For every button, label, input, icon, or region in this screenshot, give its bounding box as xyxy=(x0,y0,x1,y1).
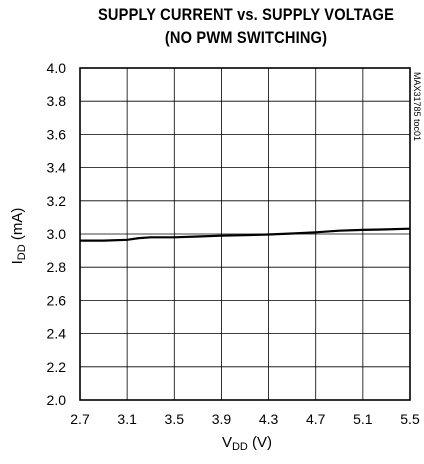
plot-frame xyxy=(79,67,411,401)
x-axis-label-unit: (V) xyxy=(248,434,272,451)
y-axis-label-sub: DD xyxy=(16,244,28,260)
x-tick-label: 2.7 xyxy=(70,411,90,427)
grid-lines xyxy=(79,67,411,401)
y-axis-label-unit: (mA) xyxy=(9,208,26,245)
x-tick-label: 4.7 xyxy=(306,411,326,427)
y-axis-label: IDD (mA) xyxy=(9,208,28,265)
y-tick-label: 3.6 xyxy=(47,126,67,142)
x-tick-label: 5.1 xyxy=(353,411,373,427)
x-axis-label: VDD (V) xyxy=(222,434,272,453)
series-lines xyxy=(80,227,411,242)
figure-id-label: MAX31785 toc01 xyxy=(412,72,422,141)
x-axis-label-main: V xyxy=(222,434,232,451)
x-tick-label: 5.5 xyxy=(400,411,420,427)
x-tick-label: 3.5 xyxy=(165,411,185,427)
y-tick-label: 2.0 xyxy=(47,392,67,408)
chart-title-line2: (NO PWM SWITCHING) xyxy=(164,28,328,47)
plot-border xyxy=(79,67,411,401)
y-tick-label: 2.8 xyxy=(47,259,67,275)
y-tick-label: 2.2 xyxy=(47,359,67,375)
series-line-1 xyxy=(80,227,411,242)
y-tick-label: 2.4 xyxy=(47,326,67,342)
x-tick-label: 4.3 xyxy=(259,411,279,427)
y-tick-label: 2.6 xyxy=(47,292,67,308)
x-tick-label: 3.9 xyxy=(212,411,232,427)
y-tick-label: 3.8 xyxy=(47,93,67,109)
y-tick-label: 3.0 xyxy=(47,226,67,242)
chart-title-line1: SUPPLY CURRENT vs. SUPPLY VOLTAGE xyxy=(97,5,395,24)
y-tick-label: 3.4 xyxy=(47,160,67,176)
y-tick-label: 4.0 xyxy=(47,60,67,76)
x-axis-label-sub: DD xyxy=(232,441,248,453)
x-tick-labels: 2.7 3.1 3.5 3.9 4.3 4.7 5.1 5.5 xyxy=(70,411,420,427)
y-axis-label-main: I xyxy=(9,260,26,264)
y-tick-label: 3.2 xyxy=(47,193,67,209)
x-tick-label: 3.1 xyxy=(117,411,137,427)
y-tick-labels: 2.0 2.2 2.4 2.6 2.8 3.0 3.2 3.4 3.6 3.8 4.0 xyxy=(47,60,67,408)
